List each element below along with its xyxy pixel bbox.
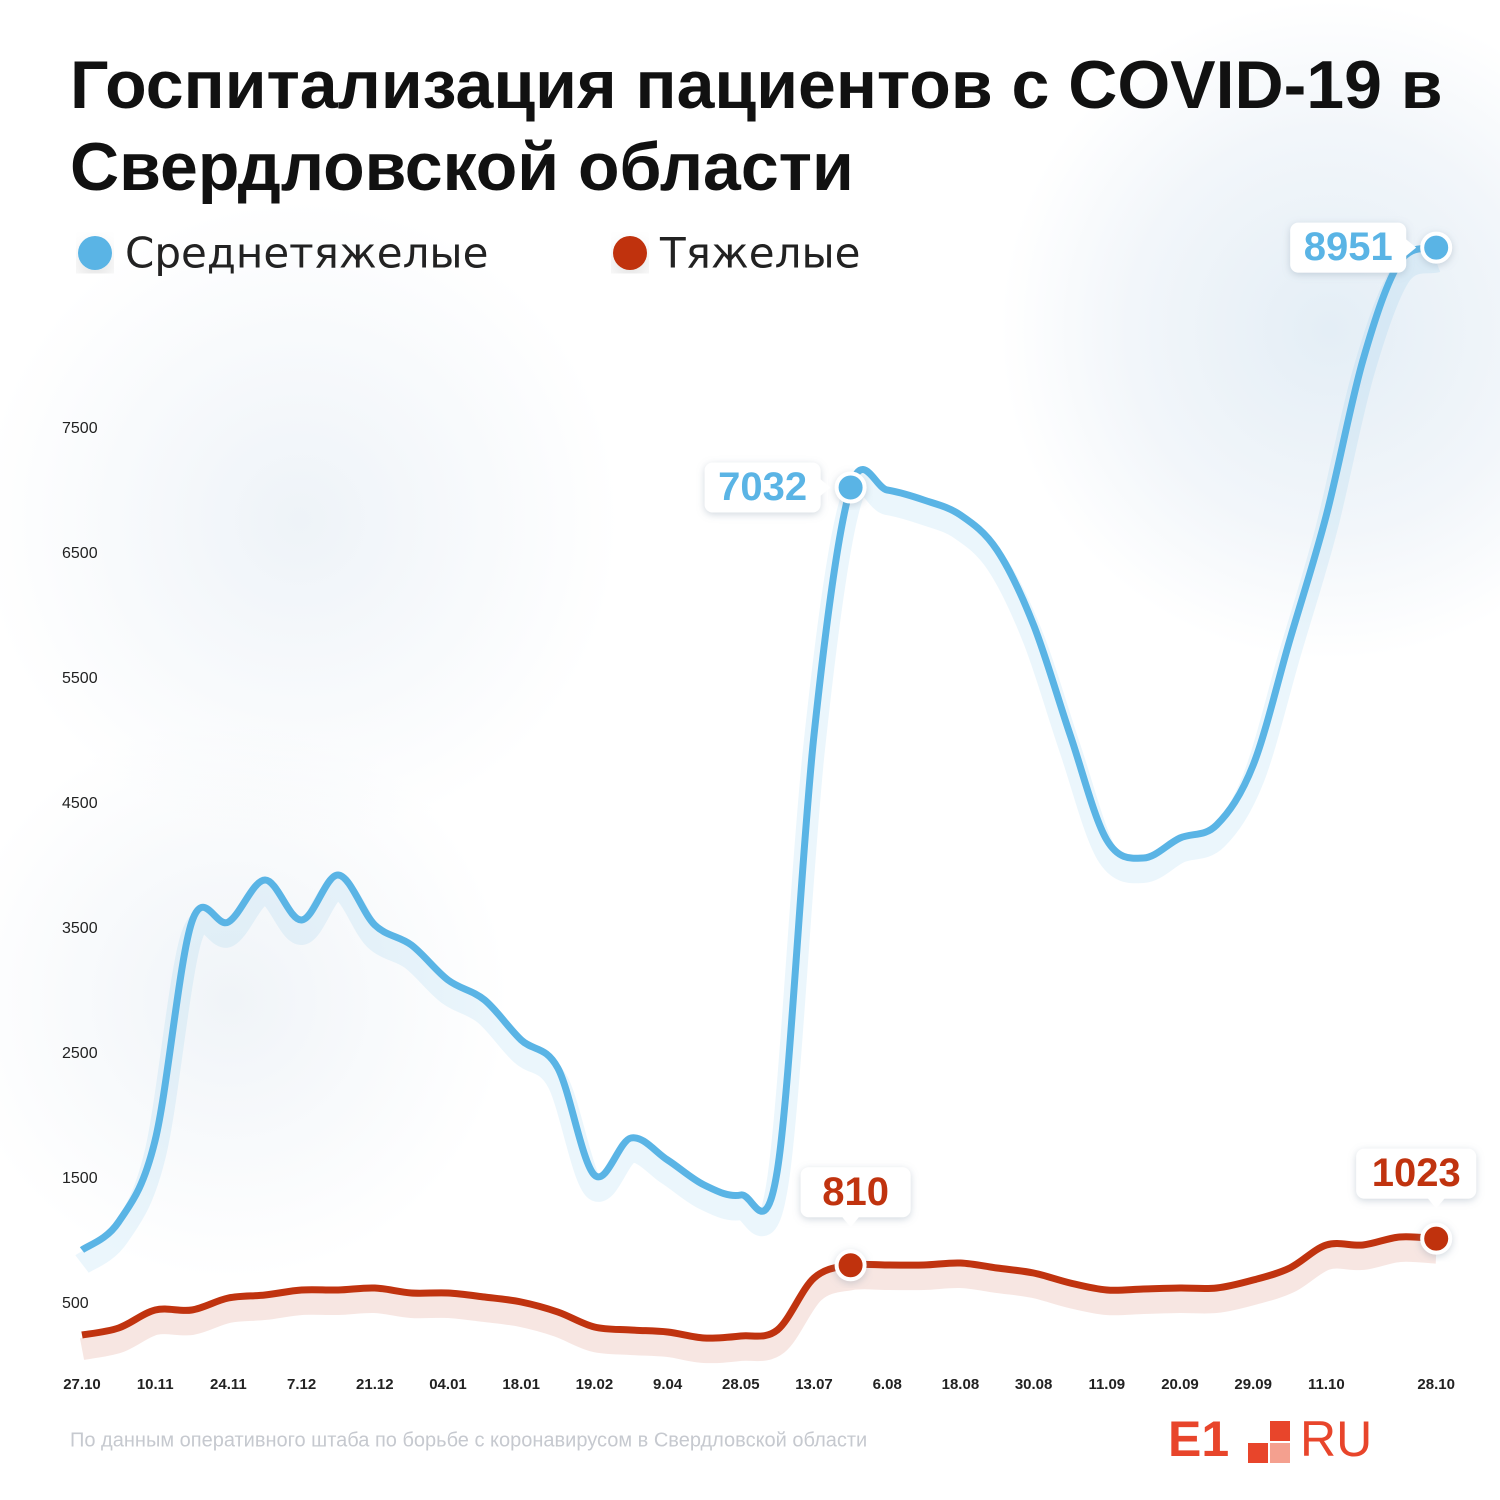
- x-tick-label: 04.01: [429, 1376, 467, 1393]
- x-tick-label: 18.08: [942, 1376, 980, 1393]
- data-label: 8951: [1304, 225, 1393, 269]
- label-box: [1290, 222, 1407, 273]
- x-tick-label: 11.09: [1088, 1376, 1125, 1393]
- label-pointer: [841, 1216, 860, 1228]
- x-tick-label: 21.12: [356, 1376, 394, 1393]
- y-tick-label: 4500: [62, 795, 98, 812]
- y-tick-label: 7500: [62, 420, 98, 437]
- y-tick-label: 5500: [62, 670, 98, 687]
- x-tick-label: 27.10: [63, 1376, 101, 1393]
- legend-marker: [613, 236, 647, 270]
- x-tick-label: 30.08: [1015, 1376, 1053, 1393]
- label-box: [1356, 1148, 1477, 1199]
- label-pointer: [1405, 238, 1417, 257]
- x-tick-label: 20.09: [1161, 1376, 1199, 1393]
- x-tick-label: 7.12: [287, 1376, 316, 1393]
- label-box: [800, 1167, 911, 1218]
- label-pointer: [819, 478, 831, 497]
- x-tick-label: 28.05: [722, 1376, 760, 1393]
- x-tick-label: 9.04: [653, 1376, 683, 1393]
- data-label: 1023: [1372, 1151, 1461, 1195]
- data-label: 810: [822, 1170, 889, 1214]
- logo-square: [1270, 1443, 1290, 1463]
- x-tick-label: 24.11: [210, 1376, 247, 1393]
- legend-label: Тяжелые: [659, 229, 860, 278]
- logo-square: [1270, 1421, 1290, 1441]
- data-label: 7032: [718, 465, 807, 509]
- label-pointer: [1427, 1197, 1446, 1209]
- series-line: [81, 1233, 1437, 1342]
- y-tick-label: 1500: [62, 1170, 98, 1187]
- y-tick-label: 6500: [62, 545, 98, 562]
- x-tick-label: 29.09: [1234, 1376, 1272, 1393]
- point: [834, 471, 867, 504]
- x-tick-label: 11.10: [1308, 1376, 1345, 1393]
- legend-label: Среднетяжелые: [125, 229, 488, 278]
- series-line: [79, 244, 1438, 1253]
- x-tick-label: 19.02: [576, 1376, 614, 1393]
- x-tick-label: 13.07: [795, 1376, 833, 1393]
- x-tick-label: 6.08: [873, 1376, 902, 1393]
- y-tick-label: 3500: [62, 920, 98, 937]
- logo-left: E1: [1168, 1411, 1229, 1467]
- point: [834, 1249, 867, 1282]
- point: [1420, 231, 1453, 264]
- x-tick-label: 28.10: [1417, 1376, 1455, 1393]
- legend-marker: [78, 236, 112, 270]
- chart-title: Госпитализация пациентов с COVID-19 в Св…: [70, 47, 1443, 205]
- point: [1420, 1222, 1453, 1255]
- source: По данным оперативного штаба по борьбе с…: [70, 1429, 867, 1451]
- y-tick-label: 500: [62, 1295, 89, 1312]
- y-tick-label: 2500: [62, 1045, 98, 1062]
- x-tick-label: 18.01: [502, 1376, 540, 1393]
- label-box: [704, 462, 821, 513]
- logo-right: RU: [1300, 1411, 1372, 1467]
- line-shadow: [79, 1239, 1437, 1364]
- x-tick-label: 10.11: [137, 1376, 174, 1393]
- line-shadow: [75, 250, 1441, 1274]
- logo-square: [1248, 1443, 1268, 1463]
